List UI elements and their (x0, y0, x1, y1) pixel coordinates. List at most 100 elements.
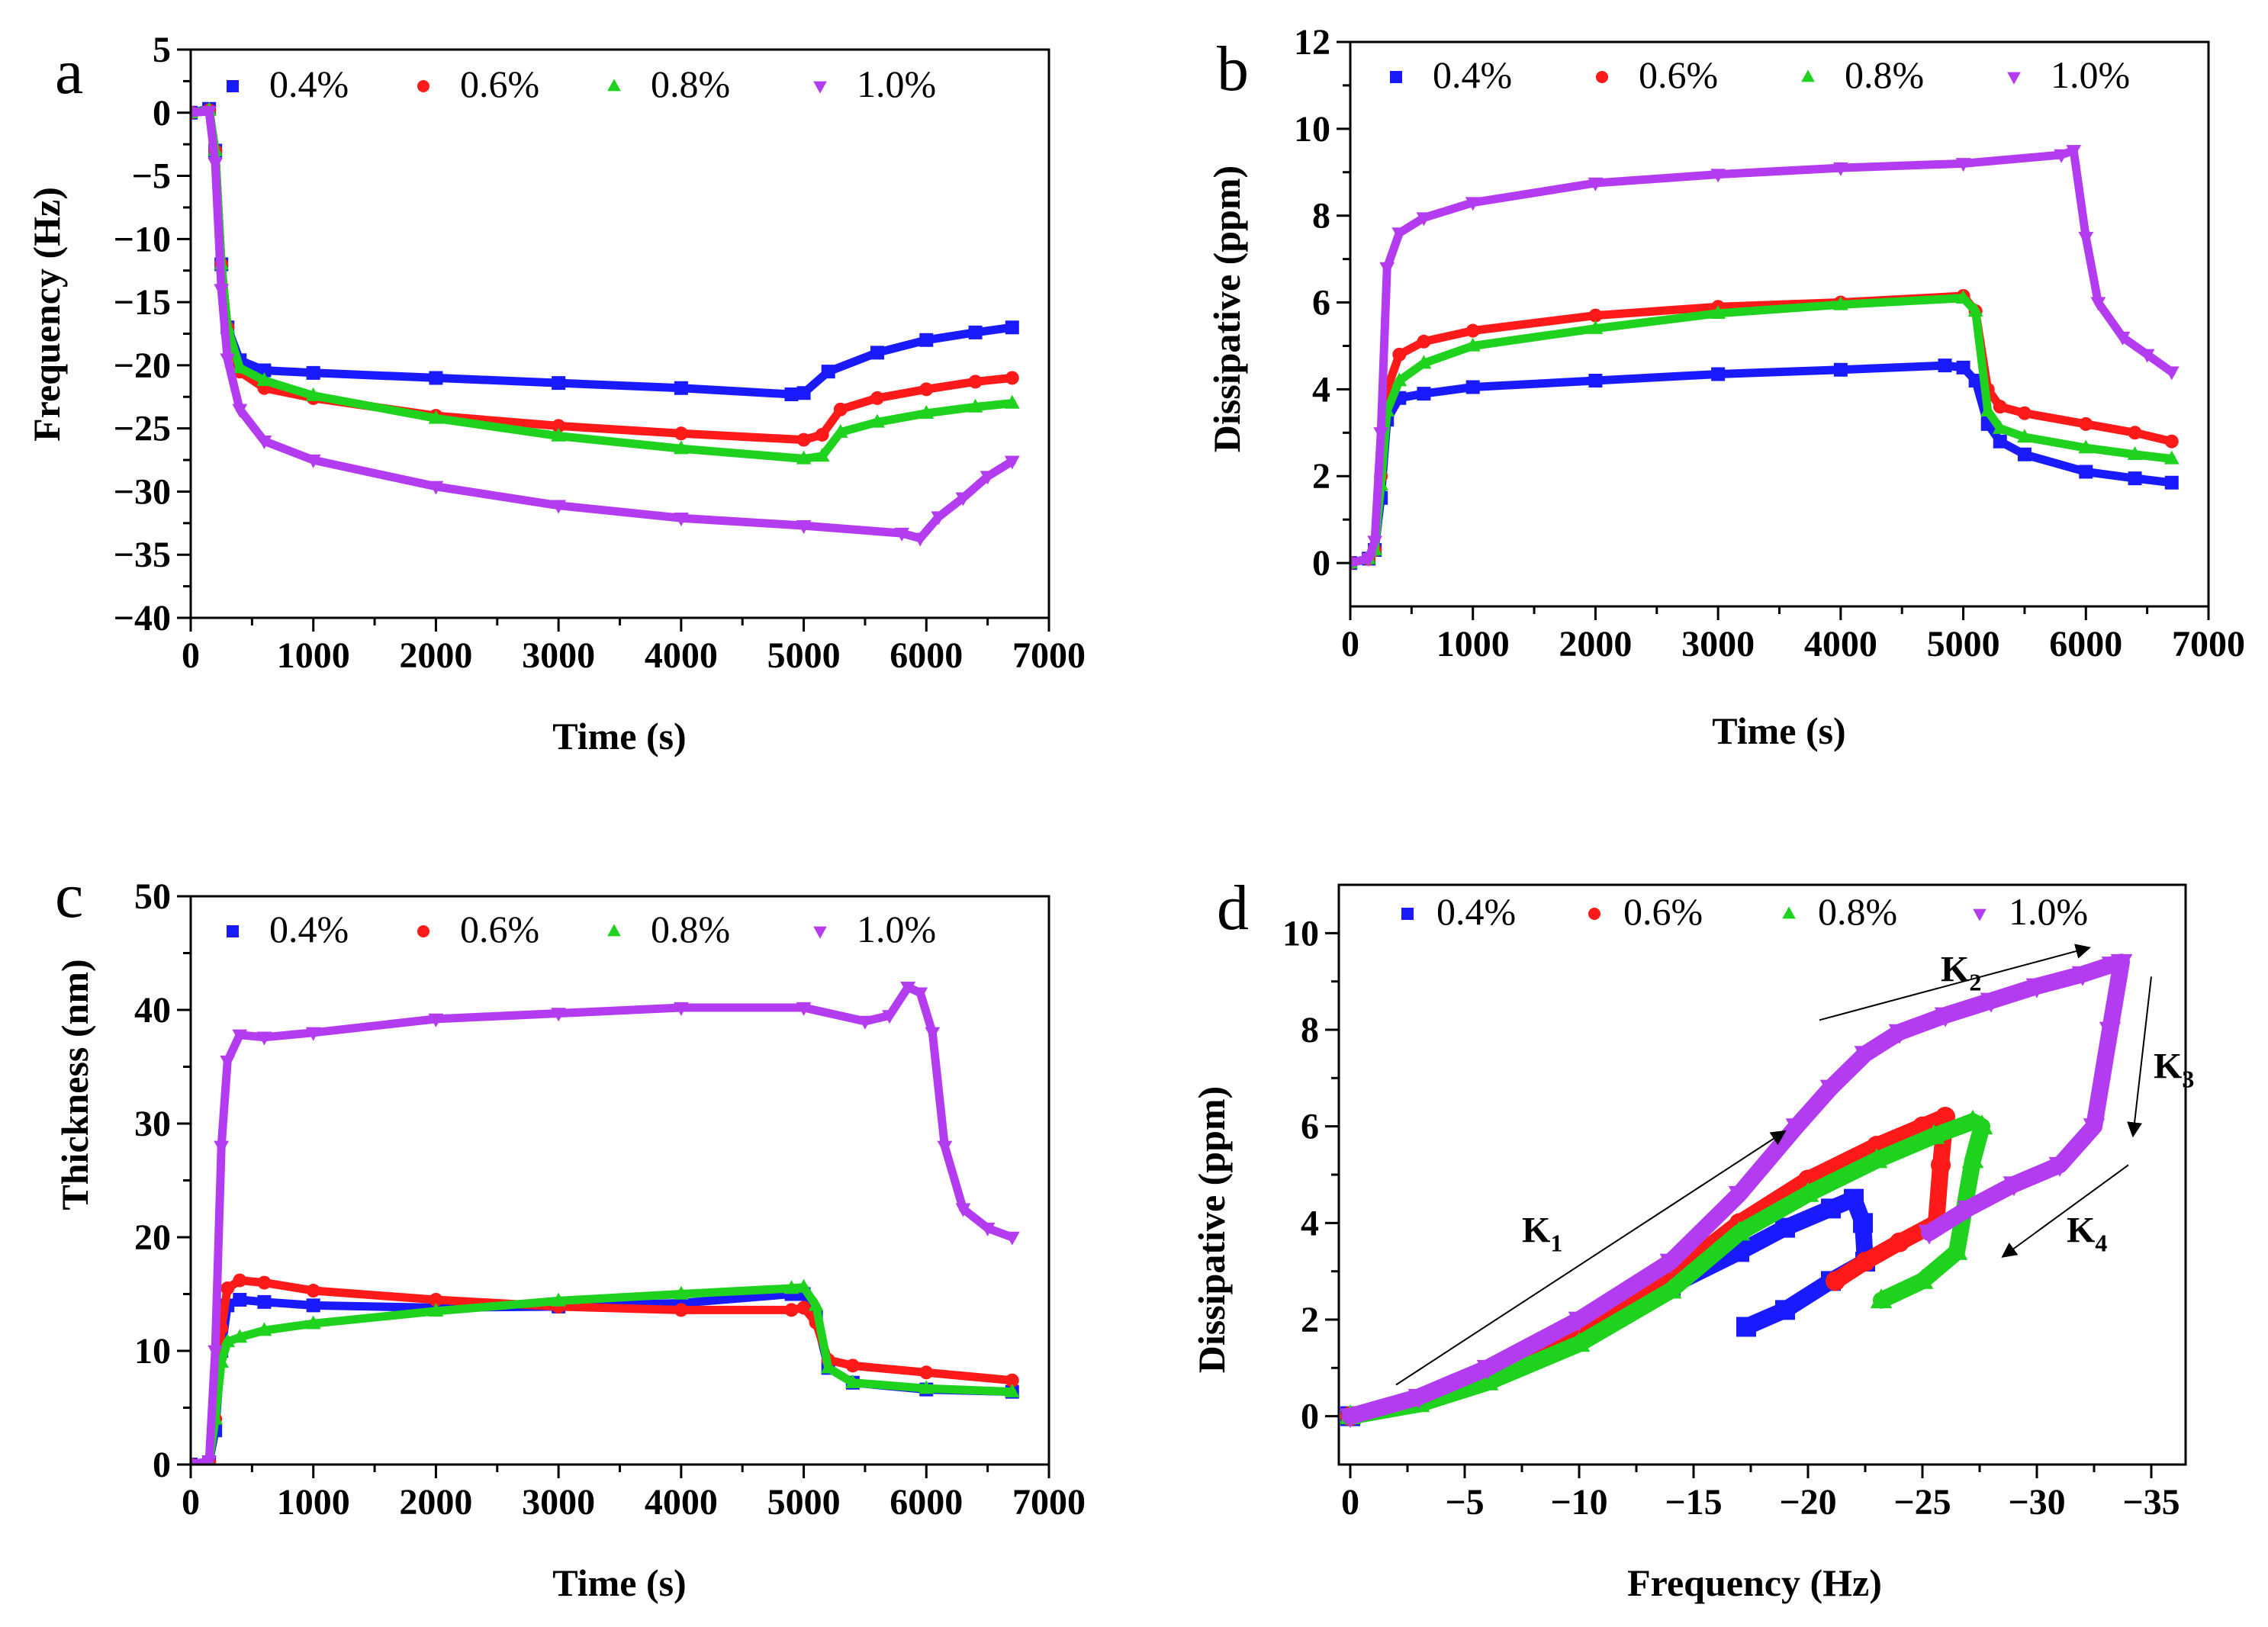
panel-b-point (1993, 400, 2007, 414)
panel-b-point (1938, 359, 1952, 373)
panel-d-ytick-label: 2 (1301, 1300, 1319, 1340)
panel-d-legend-marker (1401, 908, 1414, 920)
panel-a-point (429, 371, 443, 385)
panel-c-point (673, 1002, 689, 1016)
panel-c-ytick-label: 50 (134, 876, 171, 917)
panel-d-ylabel: Dissipative (ppm) (1190, 1086, 1233, 1373)
panel-a-xtick-label: 2000 (399, 635, 472, 676)
panel-c-point (305, 1027, 321, 1041)
panel-d-legend-label: 0.6% (1623, 890, 1703, 933)
panel-a-point (796, 519, 812, 534)
panel-c-point (882, 1010, 897, 1024)
panel-d-point (2110, 953, 2133, 974)
panel-c-point (925, 1027, 941, 1041)
panel-a-ytick-label: −5 (132, 156, 171, 197)
panel-a-xtick-label: 5000 (767, 635, 841, 676)
panel-b-xlabel: Time (s) (1712, 709, 1845, 752)
panel-b-point (1993, 434, 2007, 449)
panel-b-point (1417, 387, 1431, 401)
panel-b: b 0 1000 2000 3000 4000 5000 6000 7000 0 2 4 6 8 10 12… (1205, 22, 2245, 752)
panel-b-point (2115, 331, 2131, 346)
panel-a-point (894, 527, 910, 542)
panel-a-point (832, 423, 848, 438)
panel-a-point (428, 410, 444, 424)
panel-a-point (552, 419, 566, 433)
panel-d-point (1728, 1220, 1751, 1241)
panel-b-xtick-label: 3000 (1681, 624, 1755, 664)
panel-c-legend-label: 0.6% (460, 908, 539, 950)
panel-a-point (967, 398, 983, 413)
panel-c-series-group (191, 982, 1020, 1465)
panel-c-point (980, 1222, 996, 1236)
panel-a-point (256, 371, 272, 386)
panel-a-point (1005, 320, 1019, 335)
panel-d-point (1957, 1200, 1980, 1220)
panel-c-xtick-label: 0 (182, 1482, 200, 1522)
panel-c-point (232, 1329, 248, 1343)
panel-a-point (1004, 394, 1020, 409)
panel-d-legend-label: 1.0% (2009, 890, 2088, 933)
panel-a-ytick-label: −40 (114, 598, 171, 638)
panel-b-point (1967, 303, 1983, 317)
panel-d-point (1775, 1217, 1795, 1238)
panel-d-legend-marker (1973, 908, 1987, 921)
panel-d-legend-marker (1588, 908, 1600, 920)
panel-b-ytick-label: 8 (1312, 196, 1330, 236)
panel-b-point (2079, 465, 2093, 479)
panel-d-xtick-label: −15 (1665, 1482, 1722, 1522)
panel-a-point (256, 436, 272, 450)
panel-a-point (919, 382, 934, 397)
panel-c-point (796, 1002, 812, 1016)
panel-b-point (1417, 334, 1431, 349)
panel-a-legend-marker (417, 80, 429, 92)
panel-c-point (673, 1285, 689, 1300)
panel-a-point (833, 402, 848, 416)
panel-a-legend-label: 0.8% (651, 63, 730, 105)
panel-d-ytick-label: 10 (1282, 913, 1319, 953)
panel-c-point (551, 1292, 567, 1307)
panel-c-point (674, 1303, 688, 1317)
panel-d-point (1775, 1300, 1795, 1320)
panel-c-point (232, 1029, 248, 1043)
panel-a-series-1.0% (191, 105, 1020, 547)
panel-b-point (1465, 380, 1480, 394)
panel-a-point (870, 413, 885, 428)
panel-c-xtick-label: 7000 (1012, 1482, 1086, 1522)
panel-b-xtick-label: 7000 (2172, 624, 2245, 664)
panel-d-legend-label: 0.8% (1818, 890, 1897, 933)
panel-c-point (257, 1275, 272, 1290)
panel-a-point (220, 353, 236, 368)
panel-c-point (857, 1015, 873, 1030)
panel-b-point (1955, 290, 1971, 304)
panel-b-ytick-label: 0 (1312, 543, 1330, 584)
panel-d-annotation-K4: K4 (2067, 1211, 2107, 1257)
panel-c-xtick-label: 4000 (645, 1482, 718, 1522)
panel-d-point (1934, 1007, 1957, 1027)
panel-b-point (1833, 362, 1848, 377)
panel-c-letter: c (55, 860, 83, 931)
panel-c-legend-label: 1.0% (857, 908, 936, 950)
panel-d-legend-marker (1782, 906, 1796, 919)
panel-d-xtick-label: −20 (1779, 1482, 1836, 1522)
panel-b-point (2139, 349, 2155, 363)
panel-a-point (232, 359, 248, 374)
panel-b-point (1588, 308, 1603, 323)
panel-b-point (2078, 439, 2094, 454)
panel-d-legend-label: 0.4% (1436, 890, 1516, 933)
panel-d-point (1890, 1232, 1909, 1252)
panel-c-series-0.4% (191, 1287, 1019, 1465)
panel-a-point (870, 346, 884, 360)
panel-b-letter: b (1217, 34, 1249, 105)
panel-c-point (551, 1008, 567, 1022)
panel-a-point (191, 107, 198, 121)
plot-a: 0 1000 2000 3000 4000 5000 6000 7000 5 0 −5 −10 −15 −… (114, 30, 1086, 676)
panel-c-point (784, 1303, 799, 1317)
panel-a-point (551, 427, 567, 442)
panel-a-point (201, 105, 217, 120)
panel-b-xtick-label: 4000 (1804, 624, 1877, 664)
panel-b-point (1588, 177, 1604, 191)
panel-b-series-0.4% (1350, 359, 2179, 571)
panel-d-point (1870, 1288, 1893, 1309)
panel-d-point (1918, 1224, 1941, 1245)
